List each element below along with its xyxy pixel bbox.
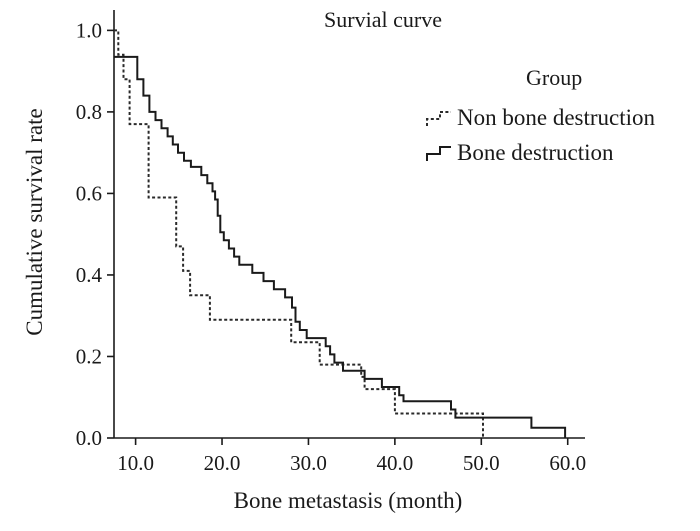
legend-swatch-bone-destruction [426,146,451,161]
legend-title: Group [526,65,582,90]
y-tick-label: 0.2 [76,344,102,368]
x-ticks: 10.0 20.0 30.0 40.0 50.0 60.0 [117,438,586,475]
y-tick-label: 0.6 [76,181,102,205]
x-tick-label: 20.0 [204,451,241,475]
y-axis-label: Cumulative survival rate [22,108,47,335]
x-tick-label: 10.0 [117,451,154,475]
y-ticks: 0.0 0.2 0.4 0.6 0.8 1.0 [76,18,114,450]
x-tick-label: 50.0 [463,451,500,475]
y-tick-label: 0.4 [76,263,103,287]
series-line-bone-destruction [114,55,567,438]
x-tick-label: 40.0 [376,451,413,475]
legend: Group Non bone destruction Bone destruct… [426,65,656,165]
y-tick-label: 1.0 [76,18,102,42]
legend-label-non-bone-destruction: Non bone destruction [457,105,656,130]
x-axis-label: Bone metastasis (month) [234,488,463,513]
chart-title: Survial curve [324,7,442,32]
x-tick-label: 60.0 [549,451,586,475]
series-line-non-bone-destruction [114,29,484,438]
legend-swatch-non-bone-destruction [426,111,451,126]
x-tick-label: 30.0 [290,451,327,475]
y-tick-label: 0.0 [76,426,102,450]
legend-label-bone-destruction: Bone destruction [457,140,614,165]
y-tick-label: 0.8 [76,100,102,124]
